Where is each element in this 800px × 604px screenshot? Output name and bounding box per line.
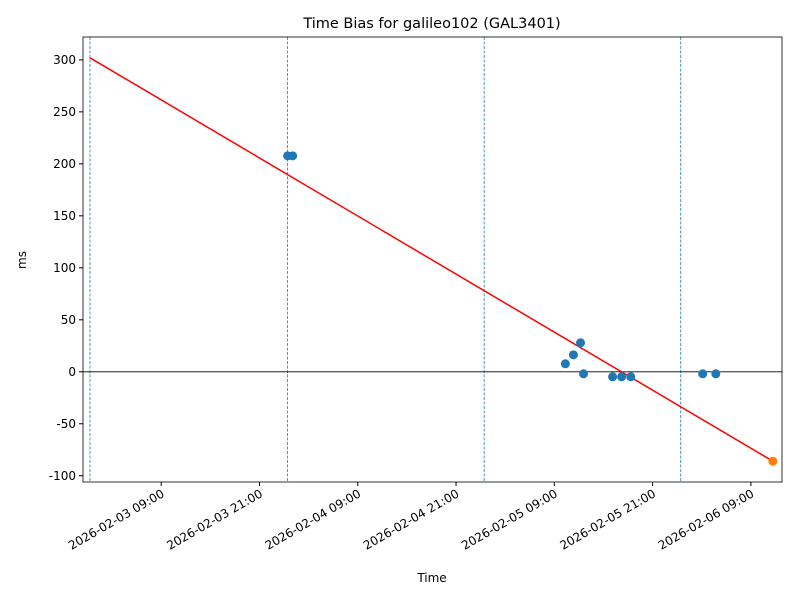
x-tick-label: 2026-02-05 21:00 xyxy=(557,486,658,552)
y-tick-label: 200 xyxy=(53,157,76,171)
x-tick-label: 2026-02-04 21:00 xyxy=(361,486,462,552)
x-tick-label: 2026-02-03 21:00 xyxy=(164,486,265,552)
chart-title: Time Bias for galileo102 (GAL3401) xyxy=(302,16,560,32)
data-point xyxy=(626,372,636,382)
plot-frame xyxy=(82,36,783,483)
y-tick-label: 0 xyxy=(68,365,76,379)
data-point xyxy=(579,369,589,379)
y-tick-label: 300 xyxy=(53,53,76,67)
y-tick-label: -100 xyxy=(49,469,76,483)
x-tick-label: 2026-02-04 09:00 xyxy=(263,486,364,552)
y-tick-label: 150 xyxy=(53,209,76,223)
y-tick-label: 50 xyxy=(61,313,76,327)
y-tick-label: 100 xyxy=(53,261,76,275)
data-point xyxy=(768,456,778,466)
x-tick-label: 2026-02-03 09:00 xyxy=(66,486,167,552)
data-point xyxy=(698,369,708,379)
x-axis-label: Time xyxy=(416,571,446,585)
data-point xyxy=(560,359,570,369)
y-tick-label: 250 xyxy=(53,105,76,119)
fit-line xyxy=(89,57,774,462)
y-tick-label: -50 xyxy=(56,417,76,431)
data-point xyxy=(711,369,721,379)
data-point xyxy=(617,372,627,382)
y-axis-label: ms xyxy=(15,251,29,269)
x-tick-label: 2026-02-05 09:00 xyxy=(459,486,560,552)
data-point xyxy=(288,151,298,161)
data-point xyxy=(576,338,586,348)
x-tick-label: 2026-02-06 09:00 xyxy=(656,486,757,552)
data-point xyxy=(608,372,618,382)
data-point xyxy=(568,350,578,360)
